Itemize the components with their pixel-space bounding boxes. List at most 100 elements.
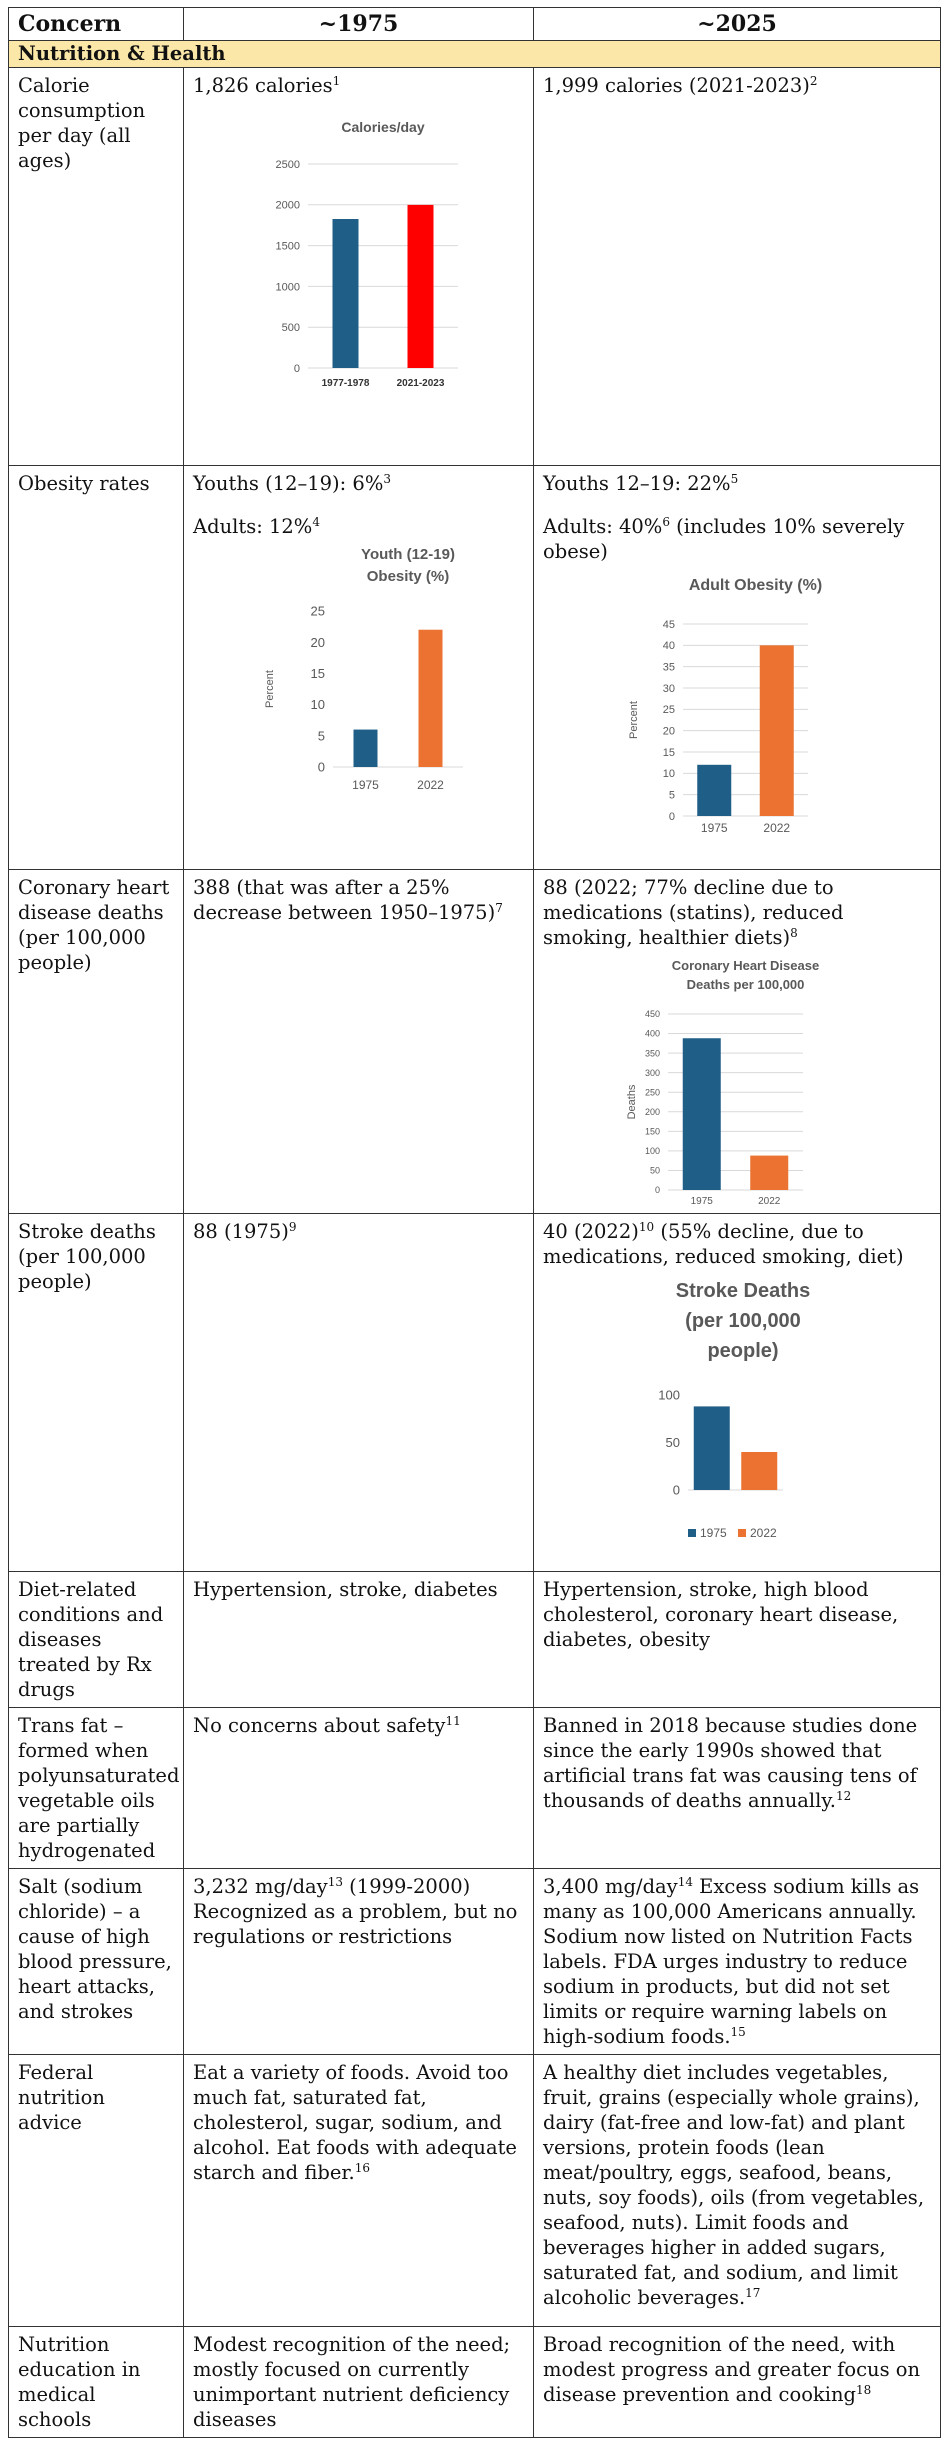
y-tick-label: 300 [645, 1068, 660, 1078]
y-tick-label: 150 [645, 1126, 660, 1136]
x-tick-label: 1977-1978 [322, 378, 370, 389]
concern-cell: Coronary heart disease deaths (per 100,0… [8, 869, 184, 1214]
bar-1975 [693, 1406, 730, 1490]
section-row: Nutrition & Health [8, 40, 941, 68]
cell-1975: 3,232 mg/day13 (1999-2000) Recognized as… [183, 1868, 534, 2055]
y-axis-label: Percent [628, 701, 640, 739]
chart-title: Calories/day [341, 119, 424, 135]
y-tick-label: 45 [663, 619, 675, 631]
bar-2022 [759, 645, 794, 816]
stroke-chart: Stroke Deaths (per 100,000 people) 0 50 100 19… [658, 1280, 811, 1540]
header-2025: ~2025 [533, 7, 941, 41]
chart-title: Obesity (%) [367, 568, 450, 585]
y-axis-label: Deaths [626, 1084, 638, 1119]
chart-title: Youth (12-19) [361, 546, 455, 563]
y-tick-label: 0 [673, 1483, 680, 1498]
y-tick-label: 500 [282, 322, 300, 334]
y-tick-label: 2500 [276, 159, 300, 171]
bar-1975 [697, 764, 732, 816]
x-tick-label: 2022 [763, 821, 790, 835]
y-tick-label: 2000 [276, 200, 300, 212]
y-tick-label: 100 [658, 1388, 680, 1403]
y-tick-label: 15 [311, 666, 325, 681]
table-row: Trans fat – formed when polyunsaturated … [8, 1707, 941, 1869]
y-tick-label: 0 [655, 1185, 660, 1195]
header-concern: Concern [8, 7, 184, 41]
chart-title: Deaths per 100,000 [687, 977, 805, 992]
table-row: Stroke deaths (per 100,000 people) 88 (1… [8, 1213, 941, 1572]
y-tick-label: 0 [294, 363, 300, 375]
cell-2025: 88 (2022; 77% decline due to medications… [533, 869, 941, 1214]
bar-1977-1978 [332, 218, 359, 368]
x-tick-label: 2021-2023 [397, 378, 445, 389]
chd-chart: Coronary Heart Disease Deaths per 100,000… [626, 958, 819, 1207]
x-tick-label: 2022 [758, 1196, 781, 1207]
legend-swatch [688, 1529, 696, 1537]
cell-2025: A healthy diet includes vegetables, frui… [533, 2054, 941, 2327]
y-axis-label: Percent [264, 670, 276, 708]
legend-label: 1975 [700, 1526, 727, 1540]
bar-2022 [750, 1155, 789, 1190]
table-row: Salt (sodium chloride) – a cause of high… [8, 1868, 941, 2055]
y-tick-label: 1000 [276, 281, 300, 293]
table-row: Obesity rates Youths (12–19): 6%3 Adults… [8, 465, 941, 870]
comparison-table: Concern ~1975 ~2025 Nutrition & Health C… [8, 7, 941, 2438]
cell-2025: Banned in 2018 because studies done sinc… [533, 1707, 941, 1869]
cell-1975: Youths (12–19): 6%3 Adults: 12%4 Youth (… [183, 465, 534, 870]
y-tick-label: 25 [663, 704, 675, 716]
legend-swatch [738, 1529, 746, 1537]
y-tick-label: 1500 [276, 240, 300, 252]
y-tick-label: 25 [311, 604, 325, 619]
y-tick-label: 5 [669, 790, 675, 802]
y-tick-label: 15 [663, 747, 675, 759]
chart-title: (per 100,000 [685, 1310, 801, 1332]
y-tick-label: 200 [645, 1107, 660, 1117]
chart-title: people) [707, 1340, 778, 1362]
table-row: Nutrition education in medical schools M… [8, 2326, 941, 2438]
bar-2021-2023 [407, 204, 434, 368]
y-tick-label: 100 [645, 1146, 660, 1156]
y-tick-label: 10 [311, 697, 325, 712]
y-tick-label: 50 [650, 1166, 660, 1176]
y-tick-label: 30 [663, 683, 675, 695]
y-tick-label: 35 [663, 662, 675, 674]
y-tick-label: 0 [669, 811, 675, 823]
cell-2025: 40 (2022)10 (55% decline, due to medicat… [533, 1213, 941, 1572]
cell-1975: Modest recognition of the need; mostly f… [183, 2326, 534, 2438]
bar-1975 [682, 1038, 721, 1190]
table-row: Diet-related conditions and diseases tre… [8, 1571, 941, 1708]
chart-title: Stroke Deaths [676, 1280, 811, 1302]
concern-cell: Nutrition education in medical schools [8, 2326, 184, 2438]
concern-cell: Obesity rates [8, 465, 184, 870]
y-tick-label: 5 [318, 728, 325, 743]
y-tick-label: 50 [666, 1435, 680, 1450]
table-row: Federal nutrition advice Eat a variety o… [8, 2054, 941, 2327]
concern-cell: Calorie consumption per day (all ages) [8, 67, 184, 466]
bar-2022 [741, 1452, 778, 1490]
header-1975: ~1975 [183, 7, 534, 41]
y-tick-label: 20 [663, 726, 675, 738]
x-tick-label: 1975 [701, 821, 728, 835]
y-tick-label: 20 [311, 635, 325, 650]
adult-obesity-chart: Adult Obesity (%) 0 5 10 15 20 25 30 35 40 45 Perce… [628, 577, 822, 835]
y-tick-label: 40 [663, 640, 675, 652]
y-tick-label: 350 [645, 1048, 660, 1058]
youth-obesity-chart: Youth (12-19) Obesity (%) 0 5 10 15 20 25 Percen… [264, 546, 463, 792]
y-tick-label: 400 [645, 1029, 660, 1039]
bar-2022 [418, 629, 443, 767]
table-row: Coronary heart disease deaths (per 100,0… [8, 869, 941, 1214]
cell-1975: 88 (1975)9 [183, 1213, 534, 1572]
section-title: Nutrition & Health [8, 40, 941, 68]
y-tick-label: 250 [645, 1087, 660, 1097]
header-row: Concern ~1975 ~2025 [8, 7, 941, 41]
cell-1975: 388 (that was after a 25% decrease betwe… [183, 869, 534, 1214]
x-tick-label: 1975 [352, 778, 379, 792]
cell-2025: Hypertension, stroke, high blood cholest… [533, 1571, 941, 1708]
concern-cell: Federal nutrition advice [8, 2054, 184, 2327]
cell-2025: Youths 12–19: 22%5 Adults: 40%6 (include… [533, 465, 941, 870]
cell-2025: 3,400 mg/day14 Excess sodium kills as ma… [533, 1868, 941, 2055]
cell-1975: No concerns about safety11 [183, 1707, 534, 1869]
chart-title: Adult Obesity (%) [689, 577, 822, 594]
concern-cell: Salt (sodium chloride) – a cause of high… [8, 1868, 184, 2055]
bar-1975 [353, 729, 378, 767]
